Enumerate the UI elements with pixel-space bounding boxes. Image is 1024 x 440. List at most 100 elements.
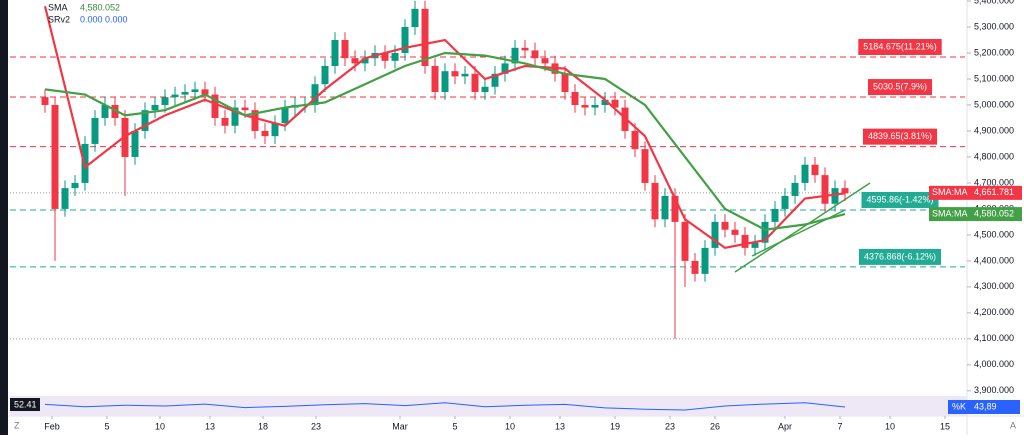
candle-body [811,164,819,176]
candle-body [201,89,209,95]
candle-body [381,53,389,61]
candle-body [341,40,349,59]
oscillator-label-bg [10,398,40,411]
x-tick-label: 10 [155,421,165,431]
y-tick-label: 4,100.000 [974,333,1014,343]
price-badge [929,185,1022,200]
candle-body [531,50,539,59]
oscillator-badge-name: %K [952,401,966,411]
oscillator-label: 52.41 [14,399,37,409]
badge-value: 4,661.781 [974,187,1014,197]
candle-body [131,130,139,157]
badge-name: SMA:MA [932,187,968,197]
candle-body [721,221,729,230]
oscillator-badge-value: 43,89 [974,401,997,411]
candle-body [681,221,689,261]
candle-body [211,94,219,118]
candle-body [701,247,709,274]
y-tick-label: 4,700.000 [974,177,1014,187]
level-badge [867,79,933,96]
candle-body [471,73,479,92]
candle-body [631,130,639,150]
level-badge [862,128,938,145]
candle-body [691,260,699,274]
oscillator-line [44,402,846,411]
x-tick-label: 13 [205,421,215,431]
candle-body [841,188,849,194]
candle-body [751,242,759,248]
x-tick-label: 15 [940,421,950,431]
candle-body [591,104,599,108]
candle-body [161,97,169,105]
candle-body [281,107,289,124]
candle-body [781,195,789,209]
trend-line [734,182,871,273]
candle-body [801,164,809,183]
candle-body [191,89,199,92]
candle-body [611,99,619,108]
y-tick-label: 5,000.000 [974,99,1014,109]
candle-body [731,229,739,235]
candle-body [151,104,159,111]
oscillator-band [10,396,967,416]
candle-body [271,123,279,137]
candle-body [251,110,259,131]
candle-body [651,182,659,220]
legend-name: SRv2 [48,14,70,24]
candle-body [581,104,589,108]
left-strip [0,0,8,435]
candle-body [351,58,359,64]
candle-body [511,47,519,64]
candle-body [91,117,99,144]
candle-body [491,73,499,87]
candle-body [461,73,469,77]
candle-body [711,221,719,248]
candle-body [171,94,179,98]
x-tick-label: 23 [665,421,675,431]
level-badge [861,191,939,208]
badge-name: SMA:MA [932,208,968,218]
y-tick-label: 3,900.000 [974,385,1014,395]
x-tick-label: 5 [104,421,109,431]
candle-body [181,91,189,95]
candle-body [331,40,339,66]
candle-body [501,63,509,74]
candle-body [661,195,669,220]
y-tick-label: 4,900.000 [974,125,1014,135]
x-tick-label: Feb [44,421,60,431]
candle-body [641,149,649,183]
candle-body [671,195,679,222]
level-badge [858,248,942,265]
y-tick-label: 5,100.000 [974,73,1014,83]
candle-body [221,117,229,126]
candle-body [101,104,109,118]
level-label: 4595.86(-1.42%) [866,194,933,204]
candle-body [771,208,779,222]
candle-body [411,8,419,28]
y-tick-label: 4,400.000 [974,255,1014,265]
candle-body [741,234,749,248]
candle-body [831,188,839,204]
candle-body [231,107,239,126]
x-tick-label: 13 [555,421,565,431]
candle-body [111,104,119,118]
x-tick-label: 26 [710,421,720,431]
x-tick-label: 10 [885,421,895,431]
candle-body [141,110,149,131]
y-tick-label: 4,500.000 [974,229,1014,239]
x-tick-label: Mar [392,421,408,431]
y-tick-label: 4,000.000 [974,359,1014,369]
candle-body [261,130,269,137]
price-badge [929,207,1022,222]
badge-value: 4,580.052 [974,208,1014,218]
corner-label: A [1010,420,1016,430]
candle-body [561,73,569,92]
candle-body [481,86,489,92]
candle-body [521,47,529,51]
level-label: 5184.675(11.21%) [863,41,936,51]
candle-body [321,66,329,85]
candle-body [441,71,449,92]
candle-body [51,104,59,209]
candle-body [601,99,609,105]
